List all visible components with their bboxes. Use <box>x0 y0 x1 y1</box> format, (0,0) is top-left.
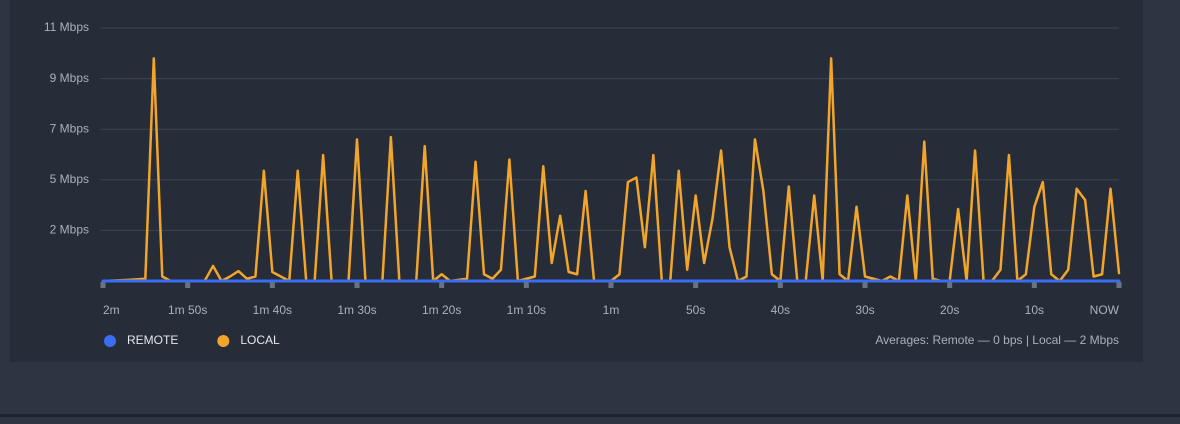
x-tick <box>1031 282 1037 288</box>
x-tick-label: 1m 40s <box>253 303 292 317</box>
x-tick-label: 1m 10s <box>507 303 546 317</box>
x-tick-label: 1m <box>603 303 620 317</box>
y-tick-label: 5 Mbps <box>50 172 89 186</box>
y-tick-label: 9 Mbps <box>50 71 89 85</box>
legend-marker <box>217 335 230 347</box>
x-tick <box>439 282 445 288</box>
x-tick <box>862 282 868 288</box>
x-tick-label: 10s <box>1025 303 1044 317</box>
y-tick-label: 7 Mbps <box>50 121 89 135</box>
x-tick <box>947 282 953 288</box>
x-tick-label: 2m <box>103 303 120 317</box>
divider <box>0 414 1180 417</box>
y-tick-label: 11 Mbps <box>44 20 89 34</box>
x-tick-label: 40s <box>771 303 790 317</box>
x-tick-label: NOW <box>1090 303 1120 317</box>
x-tick <box>1116 282 1122 288</box>
x-tick <box>777 282 783 288</box>
x-tick <box>100 282 106 288</box>
x-tick <box>523 282 529 288</box>
x-tick <box>354 282 360 288</box>
x-tick-label: 1m 50s <box>168 303 207 317</box>
x-tick <box>185 282 191 288</box>
x-tick-label: 50s <box>686 303 705 317</box>
legend-label: REMOTE <box>127 333 178 347</box>
x-tick-label: 1m 20s <box>422 303 461 317</box>
line <box>101 57 1121 283</box>
x-tick-label: 20s <box>940 303 959 317</box>
legend-marker <box>104 335 116 347</box>
y-tick-label: 2 Mbps <box>50 223 89 237</box>
x-tick <box>693 282 699 288</box>
x-tick-label: 1m 30s <box>337 303 376 317</box>
chart-card <box>10 0 1143 362</box>
x-tick <box>269 282 275 288</box>
averages: Averages: Remote — 0 bps | Local — 2 Mbp… <box>875 333 1119 347</box>
x-tick-label: 30s <box>855 303 874 317</box>
x-tick <box>608 282 614 288</box>
legend-label: LOCAL <box>240 333 280 347</box>
